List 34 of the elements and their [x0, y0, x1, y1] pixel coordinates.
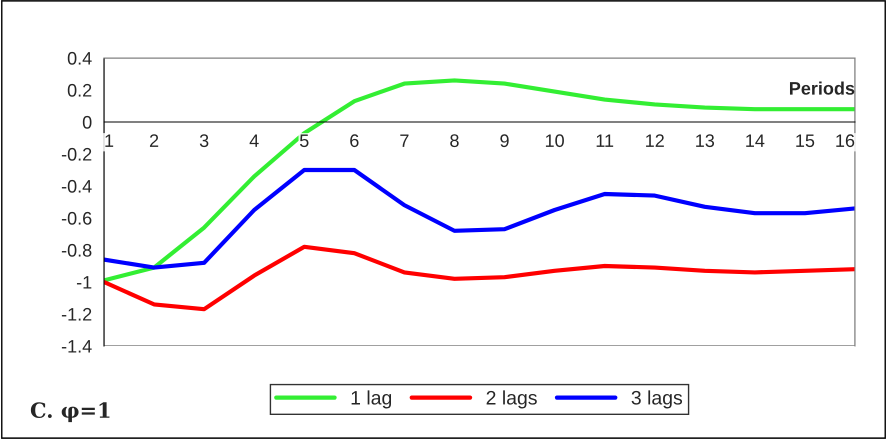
x-tick-label: 1 [105, 134, 114, 147]
y-tick-label: 0.2 [68, 84, 92, 97]
x-tick-label: 9 [500, 134, 509, 148]
y-tick-label: -1.4 [62, 340, 92, 353]
y-tick-label: -1 [76, 276, 92, 289]
x-tick-label: 8 [450, 134, 459, 148]
x-tick-label: 3 [200, 134, 208, 148]
y-tick-label: 0.4 [68, 52, 92, 65]
line-series [104, 78, 855, 282]
x-tick-label: 10 [546, 134, 564, 148]
x-tick-label: 6 [350, 134, 359, 148]
x-tick-label: 7 [400, 134, 409, 147]
y-tick-label: 0 [82, 116, 92, 129]
x-tick-label: 15 [796, 134, 814, 148]
x-tick-label: 11 [596, 134, 614, 147]
legend-label: 3 lags [632, 390, 682, 408]
x-tick-label: 14 [746, 134, 764, 147]
y-tick-label: -0.8 [62, 244, 92, 257]
y-tick-label: -1.2 [62, 308, 92, 321]
x-axis-title: Periods [790, 81, 854, 95]
x-tick-label: 2 [150, 134, 158, 147]
y-tick-label: -0.6 [62, 212, 92, 225]
x-tick-label: 12 [646, 134, 664, 147]
legend-label: 2 lags [486, 390, 537, 408]
line-series [104, 168, 855, 270]
x-tick-label: 16 [836, 134, 854, 148]
x-tick-label: 5 [300, 134, 309, 148]
text: C. φ=1 [30, 402, 110, 422]
x-tick-label: 4 [250, 134, 259, 147]
legend-label: 1 lag [352, 390, 392, 408]
line-series [104, 244, 855, 312]
x-tick-label: 13 [696, 134, 714, 148]
y-tick-label: -0.4 [62, 180, 92, 193]
y-tick-label: -0.2 [62, 148, 92, 161]
